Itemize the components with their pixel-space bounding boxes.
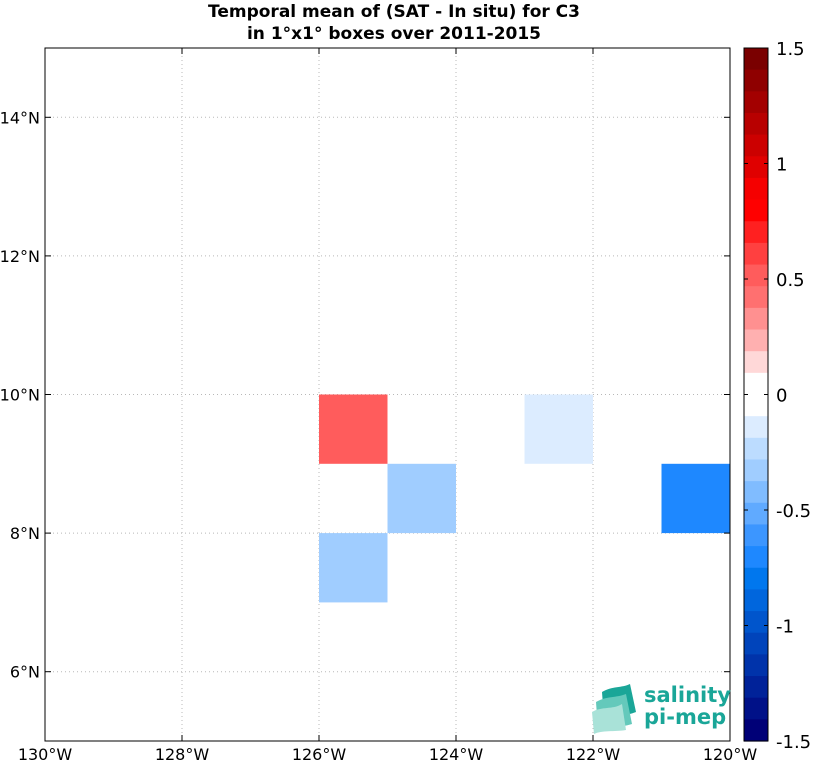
colorbar-segment <box>744 48 768 71</box>
logo-waves-icon <box>592 684 636 734</box>
colorbar-segment <box>744 329 768 352</box>
data-cell <box>387 463 456 534</box>
x-tick-label: 120°W <box>703 745 758 763</box>
x-tick-label: 128°W <box>155 745 210 763</box>
colorbar-tick-label: -1 <box>776 617 794 638</box>
data-cell <box>661 463 730 534</box>
colorbar-segment <box>744 264 768 287</box>
data-cells <box>319 394 730 603</box>
colorbar-segment <box>744 416 768 439</box>
colorbar <box>743 47 769 742</box>
colorbar-segment <box>744 69 768 92</box>
colorbar-segment <box>744 112 768 136</box>
colorbar-segment <box>744 199 768 222</box>
y-tick-label: 10°N <box>0 386 40 405</box>
colorbar-segment <box>744 611 768 634</box>
colorbar-segment <box>744 589 768 612</box>
colorbar-segment <box>744 546 768 569</box>
y-tick-label: 14°N <box>0 108 40 127</box>
colorbar-segment <box>744 481 768 504</box>
colorbar-tick-label: 0.5 <box>776 270 805 291</box>
colorbar-segment <box>744 91 768 114</box>
y-tick-label: 6°N <box>10 663 40 682</box>
chart-title: Temporal mean of (SAT - In situ) for C3 … <box>208 2 580 44</box>
colorbar-segment <box>744 567 768 591</box>
title-line-2: in 1°x1° boxes over 2011-2015 <box>247 24 541 44</box>
colorbar-segment <box>744 156 768 179</box>
logo-line-2: pi-mep <box>644 705 726 729</box>
colorbar-segment <box>744 632 768 655</box>
data-cell <box>319 394 388 464</box>
colorbar-tick-label: -0.5 <box>776 501 811 522</box>
data-cell <box>524 394 593 464</box>
colorbar-segment <box>744 351 768 374</box>
colorbar-tick-label: 0 <box>776 386 787 407</box>
colorbar-segment <box>744 372 768 396</box>
logo-line-1: salinity <box>644 683 731 707</box>
y-axis-ticks: 6°N 8°N 10°N 12°N 14°N <box>0 108 730 682</box>
colorbar-tick-label: 1.5 <box>776 39 805 60</box>
colorbar-segment <box>744 242 768 266</box>
colorbar-segment <box>744 177 768 201</box>
colorbar-segment <box>744 437 768 461</box>
x-tick-label: 130°W <box>18 745 73 763</box>
colorbar-segment <box>744 719 768 742</box>
y-tick-label: 8°N <box>10 524 40 543</box>
colorbar-segment <box>744 394 768 417</box>
x-tick-label: 124°W <box>429 745 484 763</box>
x-axis-ticks: 130°W 128°W 126°W 124°W 122°W 120°W <box>18 48 758 763</box>
colorbar-tick-label: 1 <box>776 155 787 176</box>
x-tick-label: 126°W <box>292 745 347 763</box>
colorbar-segment <box>744 286 768 309</box>
colorbar-segment <box>744 524 768 547</box>
salinity-pi-mep-logo: salinity pi-mep <box>592 683 731 734</box>
colorbar-segment <box>744 654 768 677</box>
colorbar-segment <box>744 221 768 244</box>
colorbar-segment <box>744 502 768 526</box>
colorbar-segment <box>744 307 768 331</box>
colorbar-segment <box>744 134 768 157</box>
colorbar-tick-label: -1.5 <box>776 732 811 753</box>
colorbar-segment <box>744 697 768 720</box>
x-tick-label: 122°W <box>566 745 621 763</box>
colorbar-ticks: 1.5 1 0.5 0 -0.5 -1 -1.5 <box>744 39 811 753</box>
title-line-1: Temporal mean of (SAT - In situ) for C3 <box>208 2 580 22</box>
colorbar-segment <box>744 459 768 482</box>
data-cell <box>319 533 388 603</box>
colorbar-segment <box>744 676 768 699</box>
y-tick-label: 12°N <box>0 247 40 266</box>
